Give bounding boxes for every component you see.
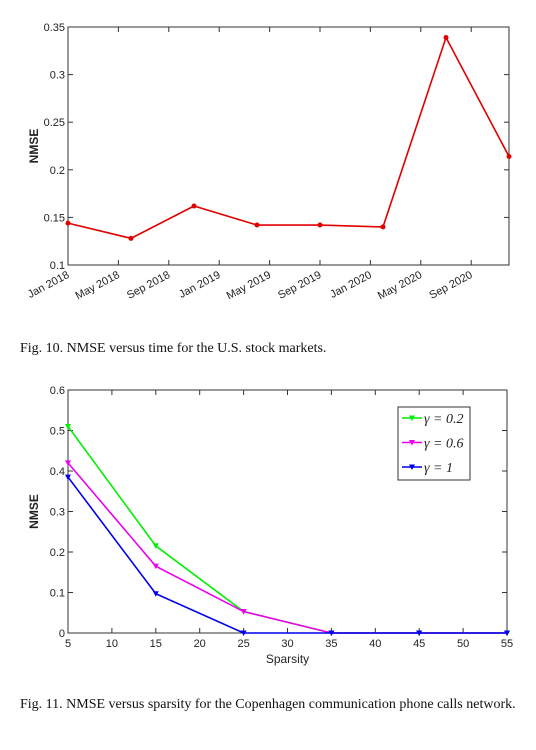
- marker: [65, 423, 71, 430]
- caption: Fig. 11. NMSE versus sparsity for the Co…: [20, 697, 516, 712]
- y-tick-label: 0.2: [50, 547, 65, 559]
- legend-label: γ = 1: [424, 461, 453, 476]
- x-tick-label: Sep 2018: [125, 269, 172, 302]
- y-axis-label: NMSE: [27, 129, 41, 164]
- x-tick-label: 15: [150, 638, 162, 650]
- legend-box: [397, 406, 471, 481]
- x-tick-label: 45: [413, 638, 425, 650]
- marker: [152, 591, 159, 597]
- y-tick-label: 0.4: [50, 466, 65, 478]
- marker: [240, 609, 247, 615]
- y-tick-label: 0.5: [50, 426, 65, 438]
- x-axis-label: Sparsity: [266, 652, 309, 666]
- y-tick-label: 0.15: [44, 212, 65, 224]
- x-tick-label: Jan 2020: [328, 269, 374, 301]
- x-tick-label: 20: [194, 638, 206, 650]
- legend-label: γ = 0.2: [424, 412, 463, 427]
- marker: [191, 203, 197, 209]
- marker: [328, 630, 335, 636]
- y-tick-label: 0: [59, 628, 65, 640]
- x-tick-label: May 2018: [74, 269, 122, 302]
- marker: [504, 630, 510, 636]
- x-tick-label: Sep 2019: [276, 269, 323, 302]
- x-tick-label: 5: [65, 638, 71, 650]
- plot-frame: [67, 26, 510, 266]
- marker: [254, 222, 260, 228]
- marker: [506, 153, 512, 159]
- x-tick-label: Sep 2020: [427, 269, 474, 302]
- x-tick-label: 35: [325, 638, 337, 650]
- y-axis-label: NMSE: [27, 494, 41, 529]
- y-tick-label: 0.35: [44, 22, 65, 34]
- marker: [152, 563, 159, 570]
- x-tick-label: May 2019: [225, 269, 273, 302]
- x-tick-label: 50: [457, 638, 469, 650]
- x-tick-label: Jan 2018: [26, 269, 72, 301]
- marker: [65, 220, 71, 226]
- y-tick-label: 0.2: [50, 165, 65, 177]
- marker: [128, 235, 134, 241]
- x-tick-label: 10: [106, 638, 118, 650]
- marker: [65, 474, 71, 481]
- y-tick-label: 0.1: [50, 260, 65, 272]
- y-tick-label: 0.3: [50, 507, 65, 519]
- data-line: [67, 35, 510, 240]
- legend-marker: [409, 440, 415, 446]
- legend-label: γ = 0.6: [424, 437, 463, 452]
- data-line: [67, 462, 507, 634]
- x-tick-label: 25: [237, 638, 249, 650]
- y-tick-label: 0.25: [44, 117, 65, 129]
- x-tick-label: 55: [501, 638, 513, 650]
- marker: [152, 543, 159, 549]
- y-tick-label: 0.3: [50, 70, 65, 82]
- data-line: [67, 476, 507, 634]
- y-tick-label: 0.6: [50, 385, 65, 397]
- legend-marker: [409, 415, 415, 421]
- legend-marker: [409, 464, 415, 470]
- caption: Fig. 10. NMSE versus time for the U.S. s…: [20, 341, 327, 356]
- x-tick-label: May 2020: [376, 269, 424, 302]
- marker: [443, 34, 449, 40]
- marker: [416, 630, 423, 636]
- marker: [380, 224, 386, 230]
- x-tick-label: 30: [281, 638, 293, 650]
- x-tick-label: Jan 2019: [177, 269, 223, 301]
- marker: [240, 630, 247, 636]
- marker: [65, 460, 71, 466]
- marker: [317, 222, 323, 228]
- x-tick-label: 40: [369, 638, 381, 650]
- y-tick-label: 0.1: [50, 588, 65, 600]
